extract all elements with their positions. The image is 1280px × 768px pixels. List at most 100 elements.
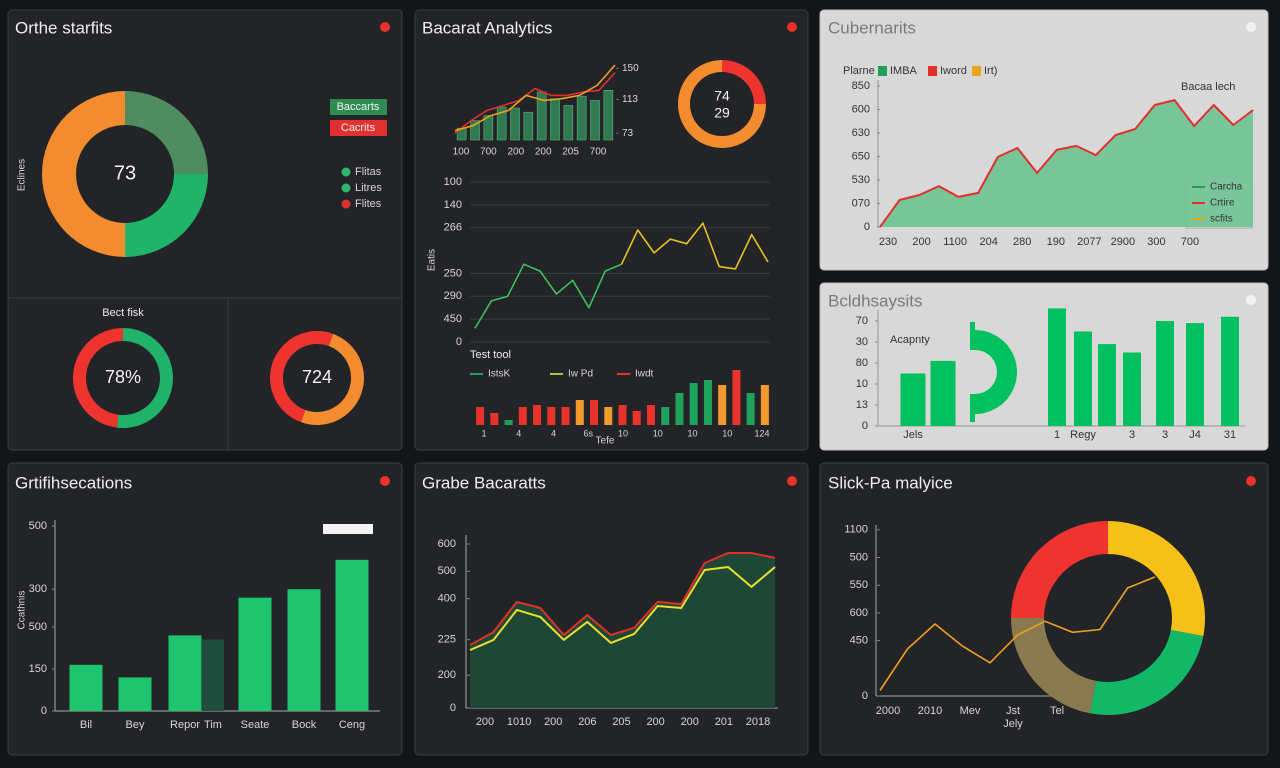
donut-slice bbox=[1011, 618, 1097, 714]
legend-label: Litres bbox=[355, 182, 382, 194]
x-tick-label: 2000 bbox=[876, 705, 900, 717]
bar bbox=[1123, 352, 1141, 426]
bar bbox=[504, 420, 513, 425]
x-tick-label: 124 bbox=[754, 428, 769, 438]
x-tick-label: Jst bbox=[1006, 705, 1020, 717]
bar bbox=[1074, 331, 1092, 426]
x-tick-label: 200 bbox=[681, 716, 699, 728]
y-tick-label: 600 bbox=[852, 103, 870, 115]
x-tick-label: 1100 bbox=[943, 236, 967, 248]
bar bbox=[590, 100, 600, 141]
y-tick-label: 0 bbox=[456, 336, 462, 348]
bar bbox=[646, 405, 655, 425]
x-tick-label: Repor bbox=[170, 719, 200, 731]
bar bbox=[118, 677, 152, 711]
y-tick-label: 0 bbox=[862, 420, 868, 432]
legend-label: scfits bbox=[1210, 214, 1233, 225]
x-tick-label: Tel bbox=[1050, 705, 1064, 717]
y-tick-label: 150 bbox=[622, 63, 639, 74]
donut-slice bbox=[1011, 521, 1108, 618]
y-tick-label: 266 bbox=[444, 222, 462, 234]
x-tick-label: 6s bbox=[583, 428, 593, 438]
bar bbox=[603, 90, 614, 141]
x-tick-label: Seate bbox=[241, 719, 270, 731]
bar bbox=[576, 95, 587, 141]
x-tick-label: 230 bbox=[879, 236, 897, 248]
y-tick-label: 0 bbox=[41, 705, 47, 717]
donut-slice bbox=[722, 60, 766, 104]
donut-slice bbox=[1108, 521, 1205, 637]
y-tick-label: 140 bbox=[444, 199, 462, 211]
x-tick-label: 205 bbox=[562, 147, 579, 158]
bar bbox=[483, 115, 494, 141]
x-tick-label: 280 bbox=[1013, 236, 1031, 248]
x-tick-label: 2900 bbox=[1111, 236, 1135, 248]
x-tick-label: 1010 bbox=[507, 716, 531, 728]
x-tick-label: J4 bbox=[1189, 429, 1201, 441]
bar bbox=[632, 411, 641, 425]
bar bbox=[287, 589, 321, 711]
bar bbox=[563, 105, 574, 141]
bar bbox=[930, 360, 956, 426]
bar bbox=[550, 98, 560, 141]
donut-slice bbox=[300, 333, 364, 425]
y-tick-label: 1100 bbox=[844, 524, 868, 536]
legend-swatch bbox=[330, 120, 387, 136]
status-dot bbox=[1246, 22, 1256, 32]
y-tick-label: 500 bbox=[29, 621, 47, 633]
x-tick-label: 204 bbox=[979, 236, 997, 248]
line bbox=[454, 64, 616, 132]
y-tick-label: 100 bbox=[444, 176, 462, 188]
bar bbox=[718, 385, 727, 425]
chart-title: Grabe Bacaratts bbox=[422, 473, 546, 492]
chart-title: Cubernarits bbox=[828, 18, 916, 37]
legend-label: Cacrits bbox=[341, 122, 376, 134]
center-label: 78% bbox=[105, 367, 141, 387]
legend-box bbox=[323, 524, 373, 534]
bar bbox=[746, 393, 755, 425]
y-tick-label: 0 bbox=[450, 702, 456, 714]
y-axis-label: Ccathnis bbox=[17, 591, 28, 630]
bar bbox=[335, 559, 369, 711]
bar bbox=[675, 393, 684, 425]
area bbox=[470, 553, 775, 708]
y-tick-label: 225 bbox=[438, 634, 456, 646]
status-dot bbox=[787, 22, 797, 32]
legend-label: Baccarts bbox=[337, 101, 380, 113]
y-tick-label: 150 bbox=[29, 663, 47, 675]
line bbox=[469, 566, 776, 652]
y-axis-label: Eclines bbox=[17, 159, 28, 191]
bar bbox=[703, 380, 712, 425]
status-dot bbox=[380, 476, 390, 486]
decor-ring bbox=[975, 330, 1017, 414]
x-tick-label: Bock bbox=[292, 719, 317, 731]
legend-label: Iword bbox=[940, 65, 967, 77]
x-tick-label: 300 bbox=[1147, 236, 1165, 248]
y-tick-label: 450 bbox=[444, 313, 462, 325]
x-tick-label: 700 bbox=[590, 147, 607, 158]
y-tick-label: 500 bbox=[438, 565, 456, 577]
x-tick-label: 700 bbox=[480, 147, 497, 158]
x-tick-label: Regy bbox=[1070, 429, 1096, 441]
line bbox=[879, 99, 1254, 228]
x-tick-label: 205 bbox=[612, 716, 630, 728]
x-tick-label: 100 bbox=[453, 147, 470, 158]
donut-slice bbox=[270, 331, 334, 423]
bar bbox=[661, 407, 670, 425]
chart-title: Bect fisk bbox=[102, 307, 144, 319]
donut-slice bbox=[125, 91, 208, 174]
x-tick-label: 31 bbox=[1224, 429, 1236, 441]
x-axis-label: Tefe bbox=[596, 436, 615, 447]
donut-slice bbox=[73, 328, 123, 428]
line bbox=[474, 263, 622, 329]
bar bbox=[732, 370, 741, 425]
legend-label: Irt) bbox=[984, 65, 997, 77]
x-tick-label: Bey bbox=[126, 719, 145, 731]
line bbox=[469, 552, 776, 646]
x-tick-label: 200 bbox=[535, 147, 552, 158]
status-dot bbox=[380, 22, 390, 32]
y-tick-label: 600 bbox=[850, 607, 868, 619]
x-tick-label: 10 bbox=[722, 428, 732, 438]
legend-label: Iw Pd bbox=[568, 369, 593, 380]
x-tick-label: 200 bbox=[646, 716, 664, 728]
